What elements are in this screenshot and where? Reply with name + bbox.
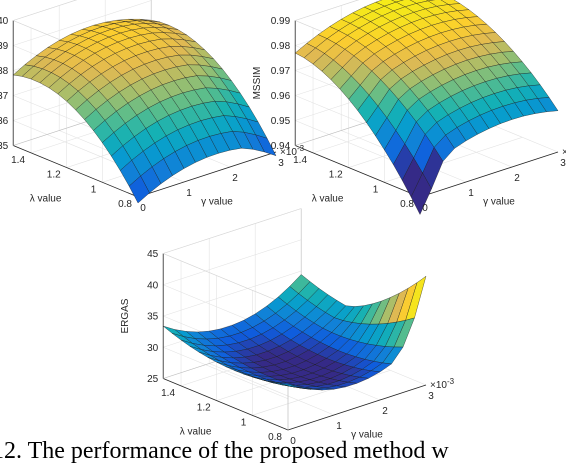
- x-tick-label: 1: [468, 188, 474, 199]
- box-edge: [295, 0, 360, 21]
- z-tick-label: 38: [0, 66, 9, 77]
- x-exponent-label: ×10-3: [430, 377, 455, 391]
- x-exponent-power: -3: [447, 377, 455, 386]
- figure-caption: 12. The performance of the proposed meth…: [0, 438, 449, 464]
- y-tick-label: 1.2: [47, 170, 61, 181]
- y-tick-label: 1.4: [161, 388, 175, 399]
- z-tick-label: 35: [147, 312, 159, 323]
- z-tick-label: 0.96: [271, 91, 291, 102]
- surface-patch: [410, 172, 432, 215]
- box-edge: [163, 253, 289, 306]
- z-tick-label: 0.98: [271, 41, 291, 52]
- y-tick-label: 1.2: [197, 403, 211, 414]
- y-tick-label: 1: [241, 417, 247, 428]
- y-tick-label: 0.8: [400, 199, 414, 210]
- y-axis-label: λ value: [312, 193, 344, 204]
- y-axis-line: [295, 145, 421, 198]
- y-tick-label: 0.8: [118, 199, 132, 210]
- surface-chart-1: 35363738394001230.811.21.4×10-3γ valueλ …: [0, 0, 305, 214]
- z-axis-label: ERGAS: [120, 298, 131, 333]
- x-axis-line: [419, 151, 559, 198]
- y-tick-label: 1: [91, 184, 97, 195]
- x-axis-line: [137, 151, 277, 198]
- x-exponent-power: -3: [297, 144, 305, 153]
- x-tick-label: 2: [382, 406, 388, 417]
- box-edge: [13, 0, 78, 21]
- y-tick-label: 1.2: [329, 170, 343, 181]
- x-tick-label: 3: [560, 158, 566, 169]
- surface-patch: [279, 382, 300, 388]
- surface-patch: [391, 0, 404, 3]
- surface-chart-3: 25 30 35 40 45 0 1 2 3 0.8 1 1.2 1.4 ×10-3 γ value λ va…: [120, 208, 455, 447]
- y-tick-label: 1.4: [11, 155, 25, 166]
- grid-line: [209, 363, 335, 416]
- x-tick-label: 3: [428, 391, 434, 402]
- surface: [12, 19, 277, 204]
- z-tick-label: 35: [0, 141, 9, 152]
- x-tick-label: 1: [336, 421, 342, 432]
- x-tick-label: 3: [278, 158, 284, 169]
- z-tick-label: 36: [0, 116, 9, 127]
- y-tick-label: 1: [373, 184, 379, 195]
- x-tick-label: 1: [186, 188, 192, 199]
- x-axis-label: γ value: [201, 197, 233, 208]
- z-tick-label: 39: [0, 41, 9, 52]
- y-axis-label: λ value: [180, 426, 212, 437]
- z-axis-label: MSSIM: [252, 67, 263, 100]
- surface: [294, 0, 559, 215]
- x-tick-label: 2: [514, 173, 520, 184]
- y-axis-label: λ value: [30, 193, 62, 204]
- x-exponent-label: ×10-3: [562, 144, 566, 158]
- grid-line: [13, 0, 152, 46]
- z-tick-label: 40: [0, 16, 9, 27]
- surface: [163, 274, 427, 391]
- z-tick-label: 45: [147, 249, 159, 260]
- z-tick-label: 0.99: [271, 16, 291, 27]
- y-axis-line: [13, 145, 139, 198]
- x-tick-label: 0: [290, 436, 296, 447]
- grid-line: [13, 0, 78, 21]
- y-tick-label: 0.8: [268, 432, 282, 443]
- z-tick-label: 37: [0, 91, 9, 102]
- z-tick-label: 0.94: [271, 141, 291, 152]
- x-tick-label: 0: [140, 203, 146, 214]
- z-tick-label: 25: [147, 374, 159, 385]
- y-axis-line: [163, 378, 289, 431]
- z-tick-label: 40: [147, 280, 159, 291]
- box-edge: [163, 208, 302, 254]
- z-tick-label: 30: [147, 343, 159, 354]
- surface-patch: [128, 175, 150, 204]
- x-tick-label: 0: [422, 203, 428, 214]
- x-axis-label: γ value: [351, 430, 383, 441]
- z-tick-label: 0.95: [271, 116, 291, 127]
- x-axis-label: γ value: [483, 197, 515, 208]
- z-tick-label: 0.97: [271, 66, 291, 77]
- grid-line: [163, 346, 289, 400]
- grid-line: [163, 270, 302, 317]
- grid-line: [163, 239, 302, 286]
- x-axis-line: [287, 384, 427, 431]
- y-tick-label: 1.4: [293, 155, 307, 166]
- surface-chart-2: 0.94 0.95 0.96 0.97 0.98 0.99 0 1 2 3 0.8 1 1.2 1.4 ×1…: [252, 0, 566, 215]
- x-tick-label: 2: [232, 173, 238, 184]
